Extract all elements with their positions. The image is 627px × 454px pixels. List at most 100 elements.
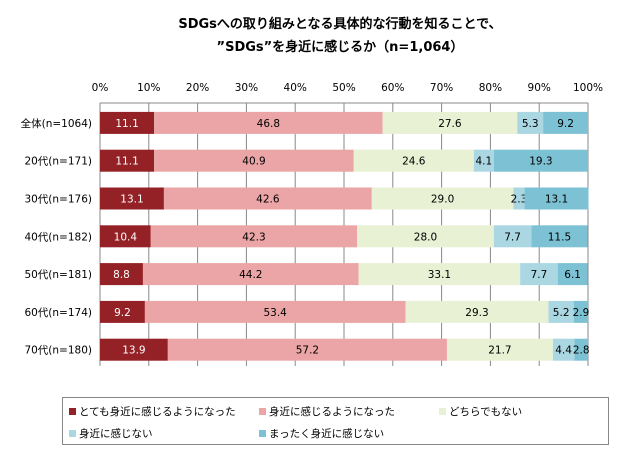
bar-segment — [100, 111, 155, 134]
x-tick-label: 0% — [92, 82, 109, 94]
bar-segment — [154, 149, 354, 172]
bar-segment — [100, 225, 151, 248]
data-label: 29.0 — [431, 194, 454, 206]
category-label: 20代(n=171) — [24, 156, 92, 168]
data-label: 13.9 — [122, 345, 145, 357]
bar-segment — [100, 300, 145, 323]
legend-item: どちらでもない — [439, 404, 522, 419]
x-tick-label: 50% — [332, 82, 355, 94]
legend-swatch — [439, 408, 446, 415]
bar-segment — [144, 300, 406, 323]
x-tick-label: 10% — [137, 82, 160, 94]
bar-segment — [100, 338, 168, 361]
category-label: 30代(n=176) — [24, 194, 92, 206]
data-label: 44.2 — [239, 269, 262, 281]
bar-segment — [557, 263, 588, 286]
category-label: 50代(n=181) — [24, 269, 92, 281]
bar-segment — [520, 263, 558, 286]
chart-title-line-1: SDGsへの取り組みとなる具体的な行動を知ることで、 — [178, 17, 502, 32]
bar-segment — [167, 338, 447, 361]
data-label: 7.7 — [504, 231, 521, 243]
legend-swatch — [259, 430, 266, 437]
bar-segment — [517, 111, 544, 134]
category-label: 70代(n=180) — [24, 345, 92, 357]
bar-segment — [382, 111, 518, 134]
data-label: 9.2 — [114, 307, 131, 319]
bar-segment — [493, 225, 532, 248]
data-label: 11.1 — [115, 156, 138, 168]
bar-segment — [548, 300, 574, 323]
data-label: 46.8 — [257, 118, 280, 130]
bar-segment — [531, 225, 588, 248]
legend-label: とても身近に感じるようになった — [79, 406, 236, 418]
bar-segment — [513, 187, 525, 210]
bar-segment — [493, 149, 588, 172]
data-label: 13.1 — [120, 194, 143, 206]
bar-segment — [358, 263, 521, 286]
bar-segment — [543, 111, 588, 134]
x-tick-label: 100% — [573, 82, 603, 94]
data-label: 10.4 — [114, 231, 138, 243]
legend-item: まったく身近に感じない — [259, 426, 384, 441]
data-label: 6.1 — [564, 269, 581, 281]
category-label: 40代(n=182) — [24, 231, 92, 243]
data-label: 24.6 — [402, 156, 426, 168]
legend-label: 身近に感じない — [79, 428, 153, 440]
data-label: 5.2 — [553, 307, 570, 319]
bar-segment — [142, 263, 359, 286]
x-tick-label: 20% — [186, 82, 209, 94]
legend: とても身近に感じるようになった 身近に感じるようになった どちらでもない身近に感じな… — [62, 397, 609, 445]
bar-segment — [446, 338, 553, 361]
legend-swatch — [69, 408, 76, 415]
data-label: 42.6 — [256, 194, 280, 206]
data-label: 40.9 — [242, 156, 265, 168]
data-label: 13.1 — [545, 194, 568, 206]
bar-segment — [473, 149, 494, 172]
data-label: 8.8 — [113, 269, 130, 281]
legend-label: どちらでもない — [449, 406, 523, 418]
x-tick-label: 30% — [235, 82, 258, 94]
bar-segment — [353, 149, 474, 172]
bar-segment — [405, 300, 549, 323]
data-label: 21.7 — [488, 345, 511, 357]
chart-title-line-2: ”SDGs”を身近に感じるか（n=1,064） — [216, 40, 464, 55]
legend-item: とても身近に感じるようになった — [69, 404, 236, 419]
legend-label: まったく身近に感じない — [269, 428, 385, 440]
bar-segment — [573, 300, 588, 323]
bar-segment — [524, 187, 589, 210]
legend-item: 身近に感じるようになった — [259, 404, 395, 419]
data-label: 4.1 — [475, 156, 492, 168]
data-label: 33.1 — [428, 269, 451, 281]
legend-item: 身近に感じない — [69, 426, 153, 441]
x-tick-label: 70% — [430, 82, 453, 94]
x-tick-label: 60% — [381, 82, 404, 94]
x-tick-label: 90% — [528, 82, 551, 94]
legend-label: 身近に感じるようになった — [269, 406, 395, 418]
data-label: 53.4 — [263, 307, 287, 319]
plot-area: 0% 10% 20% 30% 40% 50% 60% 70% 80% 90% 100% 全体(n=10… — [21, 82, 603, 366]
bar-segment — [100, 149, 155, 172]
bar-segment — [150, 225, 358, 248]
data-label: 9.2 — [557, 118, 574, 130]
data-label: 11.5 — [548, 231, 571, 243]
bar-segment — [100, 263, 143, 286]
x-tick-label: 80% — [479, 82, 502, 94]
data-label: 57.2 — [296, 345, 319, 357]
bar-segment — [552, 338, 575, 361]
bar-segment — [371, 187, 514, 210]
data-label: 27.6 — [438, 118, 462, 130]
x-tick-label: 40% — [284, 82, 307, 94]
bar-segment — [574, 338, 588, 361]
data-label: 28.0 — [414, 231, 437, 243]
bar-segment — [154, 111, 383, 134]
data-label: 2.9 — [573, 307, 590, 319]
data-label: 5.3 — [522, 118, 539, 130]
data-label: 7.7 — [531, 269, 548, 281]
legend-swatch — [259, 408, 266, 415]
data-label: 19.3 — [529, 156, 552, 168]
category-label: 60代(n=174) — [24, 307, 92, 319]
legend-swatch — [69, 430, 76, 437]
data-label: 2.8 — [573, 345, 590, 357]
data-label: 11.1 — [115, 118, 138, 130]
